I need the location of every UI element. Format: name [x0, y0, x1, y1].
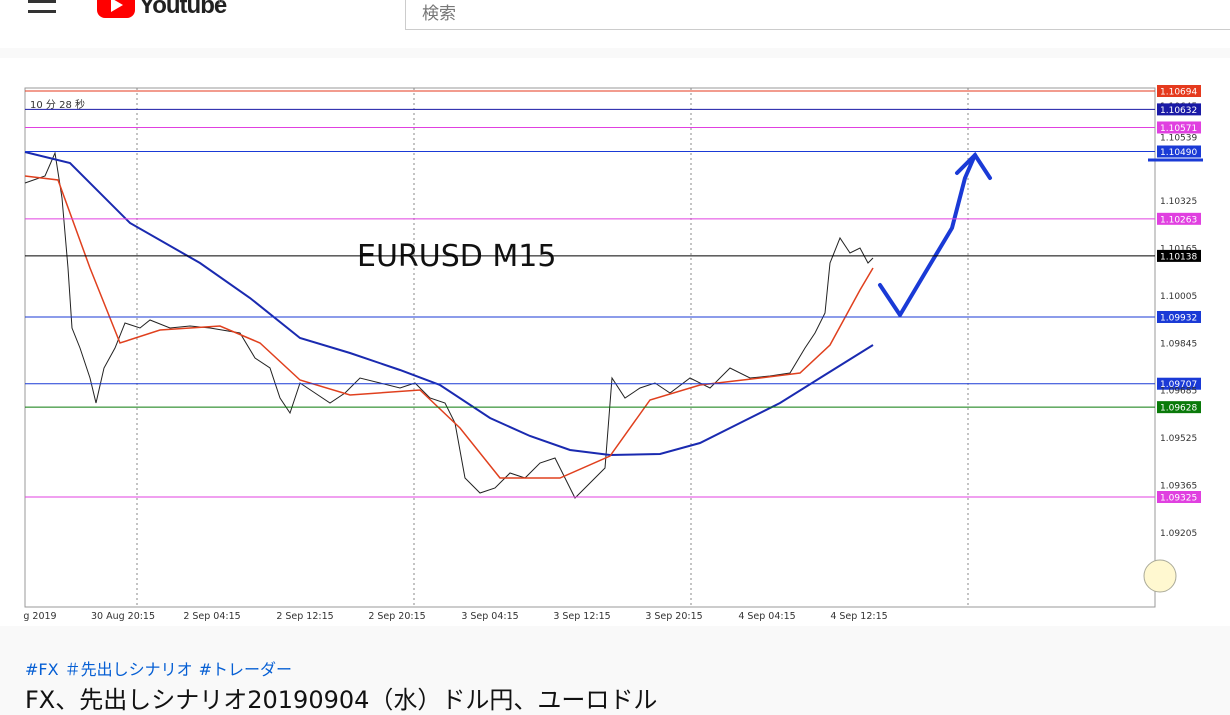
price-badge [1157, 401, 1201, 414]
time-label: 4 Sep 12:15 [830, 611, 887, 622]
hashtag[interactable]: ＃先出しシナリオ [64, 660, 193, 679]
price-badge [1157, 491, 1201, 504]
price-label: 1.09365 [1160, 482, 1197, 492]
time-label: 2 Sep 04:15 [183, 611, 240, 622]
price-label: 1.09205 [1160, 529, 1197, 539]
logo-play [111, 0, 123, 12]
price-badge [1157, 310, 1201, 323]
menu-icon [28, 0, 56, 3]
time-label: 30 Aug 20:15 [91, 611, 155, 622]
price-label: 1.09932 [1160, 313, 1197, 323]
price-badge [1157, 121, 1201, 134]
price-label: 1.09707 [1160, 380, 1197, 390]
price-badge [1157, 377, 1201, 390]
price-badge [1157, 249, 1201, 262]
search-placeholder: 検索 [422, 4, 456, 24]
price-label: 1.10490 [1160, 148, 1197, 158]
time-label: 4 Sep 04:15 [738, 611, 795, 622]
symbol-label: EURUSD M15 [357, 239, 556, 274]
price-label: 1.10694 [1160, 88, 1197, 98]
price-label: 1.09628 [1160, 404, 1197, 414]
price-badge [1157, 85, 1201, 97]
masthead: Youtube JP 検索 [0, 0, 1230, 48]
time-label: 3 Sep 04:15 [461, 611, 518, 622]
price-label: 1.10571 [1160, 124, 1197, 134]
price-label: 1.09845 [1160, 339, 1197, 349]
moving-average-fast [24, 175, 874, 479]
mascot [1143, 559, 1177, 593]
menu-icon [28, 10, 56, 13]
logo[interactable]: Youtube [139, 0, 227, 19]
hand-drawn-arrowhead [955, 151, 992, 180]
time-label: 3 Sep 20:15 [645, 611, 702, 622]
price-badge [1157, 103, 1201, 116]
masthead-icons [28, 0, 135, 18]
price-label: 1.10005 [1160, 292, 1197, 302]
time-label: 2 Sep 20:15 [368, 611, 425, 622]
video-title: FX、先出しシナリオ20190904（水）ドル円、ユーロドル [25, 686, 658, 714]
video-player[interactable]: 10 分 28 秒 EURUSD M15 1.106941.106451.106… [0, 58, 1230, 626]
search-box[interactable]: 検索 [405, 0, 1230, 30]
price-badge [1157, 145, 1201, 158]
price-label: 1.09525 [1160, 434, 1197, 444]
plot-area [24, 87, 1156, 608]
chart-frame: 10 分 28 秒 EURUSD M15 1.106941.106451.106… [23, 85, 1203, 622]
region: JP [218, 0, 227, 6]
hand-drawn-arrow [878, 153, 977, 317]
price-label: 1.10263 [1160, 215, 1197, 225]
moving-average-slow [24, 151, 874, 457]
price-label: 1.10632 [1160, 106, 1197, 116]
price-label: 1.10539 [1160, 133, 1197, 143]
price-badge [1157, 212, 1201, 225]
price-label: 1.10165 [1160, 244, 1197, 254]
time-label: 3 Sep 12:15 [553, 611, 610, 622]
price-label: 1.10138 [1160, 252, 1197, 262]
price-line [24, 151, 874, 499]
hashtag[interactable]: #トレーダー [198, 660, 293, 679]
time-label: g 2019 [23, 611, 56, 622]
price-label: 1.09685 [1160, 387, 1197, 397]
hashtag[interactable]: #FX [25, 660, 59, 679]
time-label: 2 Sep 12:15 [276, 611, 333, 622]
price-label: 1.10325 [1160, 197, 1197, 207]
price-label: 1.09325 [1160, 494, 1197, 504]
countdown: 10 分 28 秒 [30, 98, 85, 111]
hashtags: #FX ＃先出しシナリオ #トレーダー [25, 656, 298, 680]
